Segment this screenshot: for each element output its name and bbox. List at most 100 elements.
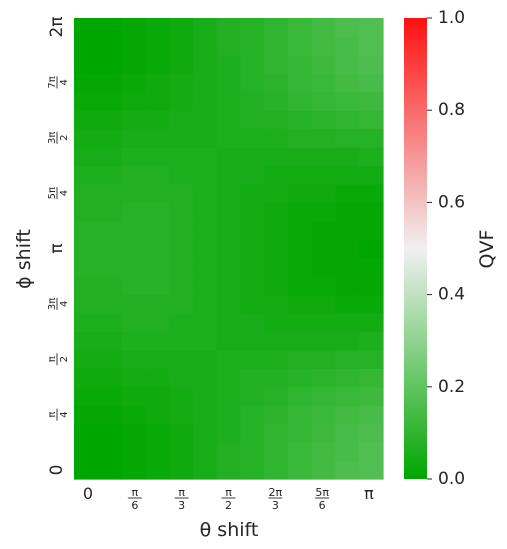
heatmap-cell <box>145 183 170 203</box>
heatmap-cell <box>145 91 170 111</box>
heatmap-cell <box>335 294 360 314</box>
heatmap-cell <box>145 110 170 130</box>
heatmap-cell <box>287 349 313 369</box>
colorbar-tick-label: 0.8 <box>438 100 465 120</box>
heatmap-cell <box>287 147 313 167</box>
heatmap-cell <box>359 91 384 111</box>
y-tick-label: 0 <box>47 465 67 476</box>
heatmap-cell <box>97 257 123 277</box>
heatmap-cell <box>240 442 265 462</box>
x-tick-label: 0 <box>83 484 93 503</box>
heatmap-cell <box>216 128 241 148</box>
heatmap-cell <box>311 183 337 203</box>
y-tick-fraction: 5π 4 <box>47 187 70 199</box>
heatmap-cell <box>121 294 146 314</box>
heatmap-cell <box>121 147 146 167</box>
heatmap-cell <box>74 331 99 351</box>
heatmap-cell <box>169 239 194 259</box>
y-tick-label: 3π 4 <box>47 298 70 310</box>
heatmap-cell <box>97 368 123 388</box>
heatmap-cell <box>169 331 194 351</box>
heatmap-cell <box>359 147 384 167</box>
heatmap-cell <box>169 313 194 333</box>
heatmap-cell <box>169 73 194 93</box>
heatmap-cell <box>311 54 337 74</box>
heatmap-cell <box>311 202 337 222</box>
heatmap-cell <box>97 36 123 56</box>
x-tick-denominator: 6 <box>131 499 138 512</box>
heatmap-cell <box>192 257 218 277</box>
y-tick-denominator: 4 <box>59 411 70 417</box>
heatmap-cell <box>311 276 337 296</box>
heatmap-cell <box>311 110 337 130</box>
heatmap-cell <box>359 386 384 406</box>
heatmap-cell <box>216 294 241 314</box>
heatmap-cell <box>145 73 170 93</box>
heatmap-cell <box>335 36 360 56</box>
heatmap-cell <box>169 165 194 185</box>
heatmap-cell <box>121 276 146 296</box>
heatmap-cell <box>240 220 265 240</box>
heatmap-cell <box>311 368 337 388</box>
heatmap-cell <box>169 294 194 314</box>
heatmap-cell <box>74 220 99 240</box>
heatmap-cell <box>169 202 194 222</box>
y-tick-numerator: 7π <box>47 76 58 88</box>
heatmap-cell <box>121 18 146 38</box>
heatmap-cell <box>335 423 360 443</box>
heatmap-cell <box>335 405 360 425</box>
x-tick-label: π3 <box>174 486 189 512</box>
heatmap-cell <box>97 220 123 240</box>
heatmap-cell <box>335 313 360 333</box>
heatmap-cell <box>311 91 337 111</box>
x-tick-denominator: 3 <box>178 499 185 512</box>
heatmap-cell <box>97 91 123 111</box>
heatmap-cell <box>145 165 170 185</box>
heatmap-cell <box>240 36 265 56</box>
heatmap-cell <box>264 36 289 56</box>
heatmap-cell <box>311 294 337 314</box>
heatmap-cell <box>359 368 384 388</box>
heatmap-cell <box>74 294 99 314</box>
heatmap-cell <box>192 220 218 240</box>
heatmap-cell <box>335 220 360 240</box>
heatmap-cell <box>192 147 218 167</box>
heatmap-cell <box>335 73 360 93</box>
heatmap-cell <box>145 36 170 56</box>
heatmap-cell <box>121 239 146 259</box>
y-tick-label: 7π 4 <box>47 76 70 88</box>
heatmap-cell <box>121 368 146 388</box>
heatmap-cell <box>74 36 99 56</box>
heatmap-cell <box>121 386 146 406</box>
heatmap-cell <box>240 368 265 388</box>
heatmap-cell <box>74 257 99 277</box>
heatmap-cell <box>97 294 123 314</box>
x-tick-label: π <box>364 484 374 503</box>
heatmap-cell <box>97 386 123 406</box>
heatmap-cell <box>264 423 289 443</box>
heatmap-cell <box>311 220 337 240</box>
heatmap-cell <box>169 276 194 296</box>
heatmap-cell <box>145 331 170 351</box>
heatmap-cell <box>121 202 146 222</box>
y-tick-numerator: π <box>47 412 58 418</box>
heatmap-cell <box>287 423 313 443</box>
heatmap-cell <box>240 294 265 314</box>
heatmap-cell <box>97 405 123 425</box>
heatmap-cell <box>311 331 337 351</box>
x-tick-label: 5π6 <box>315 486 329 512</box>
heatmap-cell <box>311 257 337 277</box>
heatmap-cell <box>97 128 123 148</box>
heatmap-cell <box>145 128 170 148</box>
heatmap-cell <box>192 368 218 388</box>
heatmap-cell <box>121 36 146 56</box>
heatmap-cell <box>264 202 289 222</box>
heatmap-cell <box>145 313 170 333</box>
heatmap-cell <box>359 257 384 277</box>
heatmap-cell <box>287 18 313 38</box>
heatmap-cell <box>145 18 170 38</box>
colorbar-ticks: 0.0 0.2 0.4 0.6 0.8 1.0 <box>427 8 465 489</box>
heatmap-cell <box>74 276 99 296</box>
y-tick-denominator: 2 <box>59 356 70 362</box>
